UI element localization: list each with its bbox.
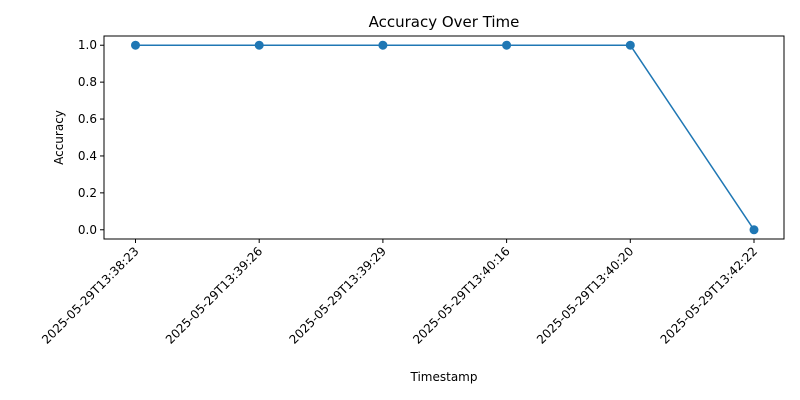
data-point: [749, 225, 759, 235]
series-points: [131, 40, 759, 235]
data-point: [378, 40, 388, 50]
y-axis: 0.0 0.2 0.4 0.6 0.8 1.0: [78, 38, 104, 237]
data-point: [254, 40, 264, 50]
series-line-accuracy: [135, 44, 755, 231]
y-tick-label: 0.4: [78, 149, 97, 163]
data-point: [502, 40, 512, 50]
y-tick-label: 0.0: [78, 223, 97, 237]
chart-title: Accuracy Over Time: [369, 13, 520, 31]
data-point: [131, 40, 140, 50]
y-tick-label: 0.6: [78, 112, 97, 126]
y-axis-label: Accuracy: [52, 110, 66, 165]
y-tick-label: 1.0: [78, 38, 97, 52]
y-tick-label: 0.2: [78, 186, 97, 200]
y-tick-label: 0.8: [78, 75, 97, 89]
x-axis-label: Timestamp: [410, 370, 478, 384]
data-point: [625, 40, 635, 50]
plot-area: [103, 35, 785, 240]
